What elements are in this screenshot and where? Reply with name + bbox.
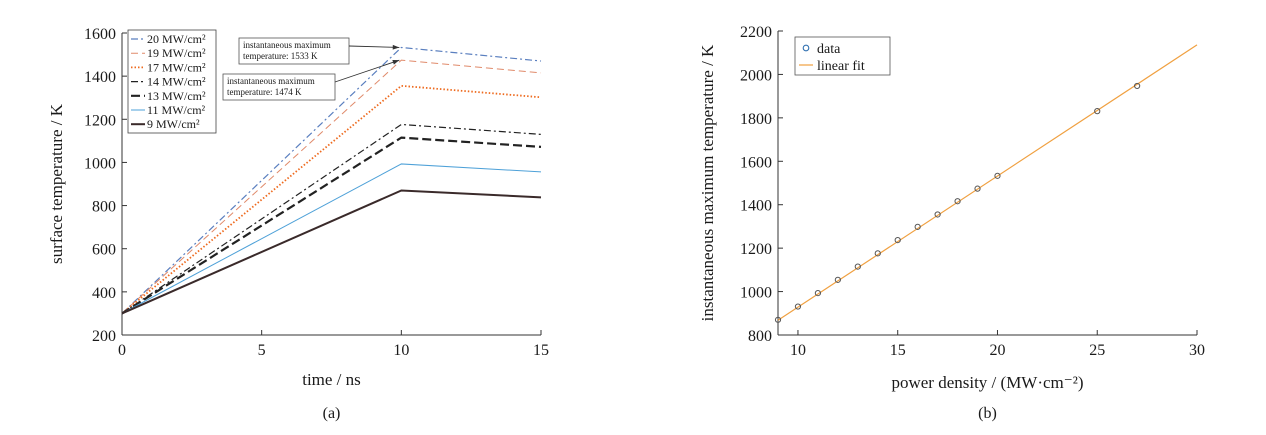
a-series-line xyxy=(121,46,542,314)
b-data-point xyxy=(834,276,841,283)
b-data-point xyxy=(934,211,941,218)
b-data-point xyxy=(994,172,1001,179)
b-x-tick-label: 25 xyxy=(1089,342,1105,359)
b-legend-label: data xyxy=(817,42,841,57)
b-y-tick-label: 2200 xyxy=(740,24,772,41)
a-y-tick-label: 1000 xyxy=(84,155,116,172)
b-data-point xyxy=(794,303,802,310)
b-x-tick-label: 10 xyxy=(790,342,806,359)
b-data-point xyxy=(814,289,822,297)
b-y-tick-label: 1000 xyxy=(740,285,772,302)
a-legend-label: 17 MW/cm² xyxy=(147,60,206,74)
b-data-point xyxy=(774,316,782,323)
a-x-tick-label: 15 xyxy=(533,342,549,359)
b-data-point xyxy=(954,198,961,205)
a-series-line xyxy=(121,136,542,315)
a-x-tick-label: 5 xyxy=(258,342,266,359)
b-data-point xyxy=(1134,82,1141,90)
a-y-tick-label: 800 xyxy=(92,199,116,216)
a-series-line xyxy=(121,189,542,315)
a-series-line xyxy=(121,84,542,315)
b-data-point xyxy=(914,223,921,230)
b-legend-swatch-data xyxy=(802,44,810,52)
a-y-tick-label: 600 xyxy=(92,242,116,259)
b-y-tick-label: 800 xyxy=(748,328,772,345)
b-data-point xyxy=(894,237,901,244)
b-data-point xyxy=(854,263,861,270)
a-series-line xyxy=(121,163,542,314)
a-annotation-box xyxy=(222,73,336,101)
a-y-tick-label: 1200 xyxy=(84,112,116,129)
a-annotation-arrow xyxy=(348,45,400,48)
a-legend-label: 19 MW/cm² xyxy=(147,46,206,60)
a-annotation-text: temperature: 1474 K xyxy=(227,87,302,97)
b-x-axis-label: power density / (MW·cm⁻²) xyxy=(891,373,1083,392)
b-x-tick-label: 20 xyxy=(989,342,1005,359)
a-x-tick-label: 0 xyxy=(118,342,126,359)
a-annotation-arrowhead xyxy=(392,44,400,50)
a-legend-label: 9 MW/cm² xyxy=(147,117,200,131)
a-x-axis-label: time / ns xyxy=(302,370,361,389)
a-y-tick-label: 1600 xyxy=(84,26,116,43)
a-annotation-arrowhead xyxy=(392,60,400,65)
a-annotation-arrow xyxy=(334,59,400,83)
a-y-tick-label: 400 xyxy=(92,285,116,302)
a-x-tick-label: 10 xyxy=(393,342,409,359)
b-x-tick-label: 30 xyxy=(1189,342,1205,359)
b-y-tick-label: 1600 xyxy=(740,154,772,171)
b-data-point xyxy=(974,185,981,192)
a-legend-label: 14 MW/cm² xyxy=(147,75,206,89)
b-caption: (b) xyxy=(978,405,997,422)
a-caption: (a) xyxy=(323,405,341,422)
b-x-tick-label: 15 xyxy=(890,342,906,359)
b-data-point xyxy=(1094,108,1101,115)
a-legend-label: 11 MW/cm² xyxy=(147,103,206,117)
a-annotation-text: temperature: 1533 K xyxy=(243,51,318,61)
a-annotation-text: instantaneous maximum xyxy=(243,40,331,50)
a-legend-label: 13 MW/cm² xyxy=(147,89,206,103)
a-y-tick-label: 200 xyxy=(92,328,116,345)
b-legend-label: linear fit xyxy=(817,59,865,74)
a-annotation-text: instantaneous maximum xyxy=(227,76,315,86)
b-data-point xyxy=(874,250,881,257)
a-series-line xyxy=(121,59,542,314)
b-legend-box xyxy=(794,36,891,76)
a-annotation-box xyxy=(238,37,350,65)
a-y-axis-label: surface temperature / K xyxy=(47,103,66,264)
a-series-line xyxy=(121,123,542,314)
a-y-tick-label: 1400 xyxy=(84,69,116,86)
b-y-tick-label: 1200 xyxy=(740,241,772,258)
a-legend-label: 20 MW/cm² xyxy=(147,32,206,46)
b-y-tick-label: 1800 xyxy=(740,111,772,128)
b-fit-line xyxy=(777,44,1198,321)
b-y-tick-label: 2000 xyxy=(740,67,772,84)
b-y-tick-label: 1400 xyxy=(740,198,772,215)
b-y-axis-label: instantaneous maximum temperature / K xyxy=(698,44,717,321)
